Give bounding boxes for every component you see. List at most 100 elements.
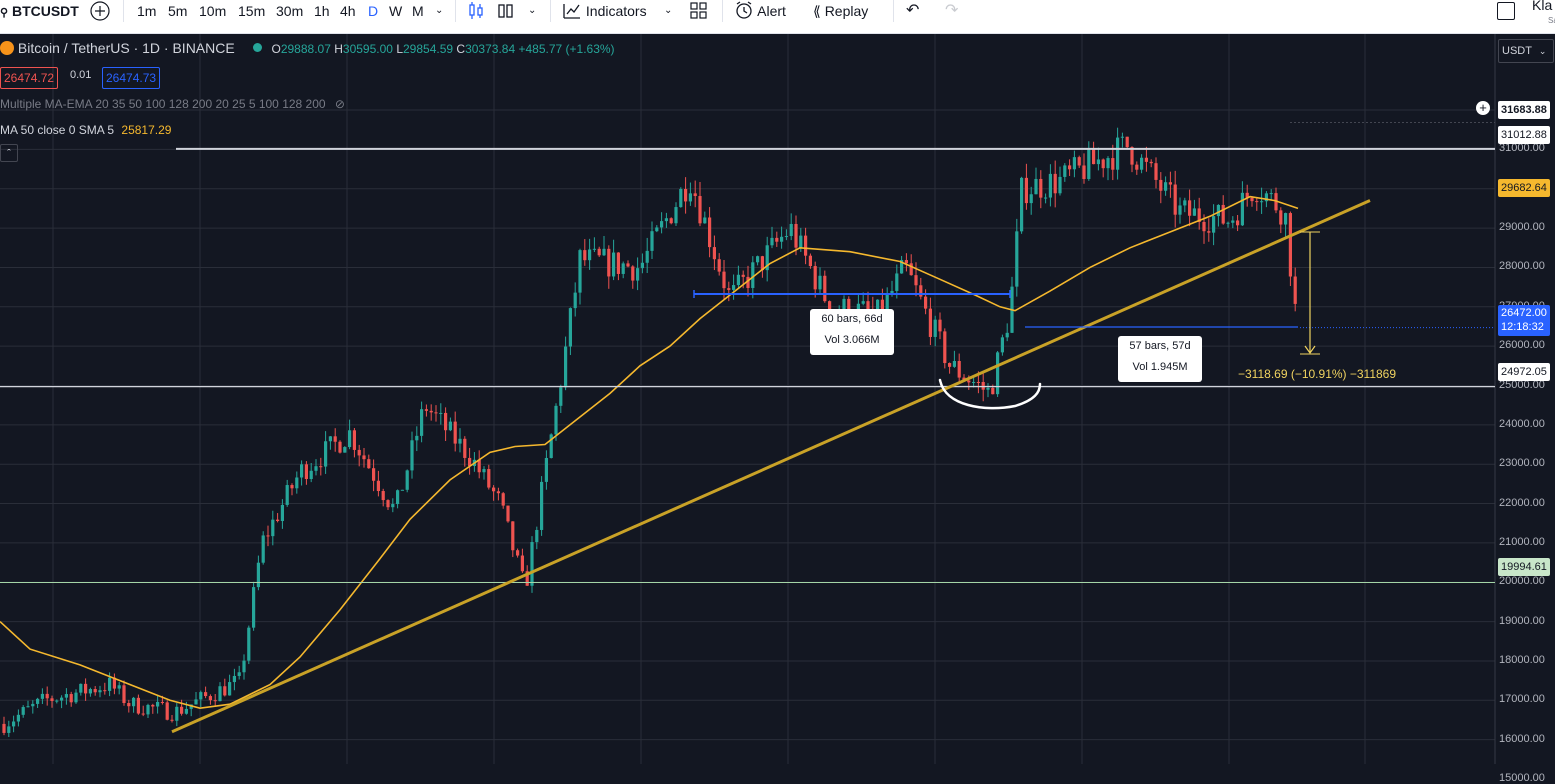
- price-range-measure[interactable]: −3118.69 (−10.91%) −311869: [1238, 367, 1397, 381]
- candle-down: [1250, 197, 1254, 202]
- candle-down: [429, 410, 433, 413]
- candle-up: [568, 308, 572, 347]
- user-area[interactable]: Kla: [1532, 0, 1552, 16]
- candle-up: [900, 260, 904, 274]
- candle-up: [564, 346, 568, 388]
- candle-up: [79, 683, 83, 693]
- layout-button[interactable]: [689, 0, 709, 22]
- candle-down: [357, 449, 361, 456]
- candle-down: [717, 259, 721, 272]
- sell-button[interactable]: 26474.72: [0, 67, 59, 89]
- compare-button[interactable]: [89, 0, 111, 22]
- chart-type-candles[interactable]: [466, 0, 486, 22]
- undo-button[interactable]: ↶: [906, 0, 919, 22]
- replay-button[interactable]: ⟪ Replay: [813, 0, 868, 22]
- fullscreen-button[interactable]: [1497, 0, 1515, 22]
- eye-off-icon[interactable]: ⊘: [334, 97, 345, 111]
- symbol-search[interactable]: ⚲ BTCUSDT: [0, 0, 79, 22]
- interval-m[interactable]: M: [412, 3, 424, 19]
- candle-down: [1159, 179, 1163, 191]
- candle-down: [616, 252, 620, 274]
- candle-up: [40, 693, 44, 699]
- candle-up: [300, 464, 304, 478]
- candle-down: [141, 713, 145, 715]
- date-range-label-2[interactable]: 57 bars, 57d Vol 1.945M: [1118, 336, 1202, 382]
- interval-10m[interactable]: 10m: [199, 3, 227, 19]
- candle-down: [626, 263, 630, 267]
- candle-down: [708, 217, 712, 248]
- candle-up: [664, 218, 668, 222]
- interval-4h[interactable]: 4h: [340, 3, 356, 19]
- candle-up: [952, 360, 956, 367]
- candle-up: [1216, 204, 1220, 217]
- candle-down: [583, 250, 587, 261]
- price-chart[interactable]: [0, 34, 1555, 764]
- candle-up: [98, 690, 102, 693]
- candle-down: [501, 493, 505, 506]
- interval-1m[interactable]: 1m: [137, 3, 157, 19]
- candle-up: [765, 245, 769, 271]
- collapse-legend-button[interactable]: ˆ: [0, 144, 18, 162]
- candle-up: [237, 672, 241, 676]
- indicators-icon: [563, 4, 580, 19]
- interval-d[interactable]: D: [368, 3, 379, 19]
- chart-pane[interactable]: Bitcoin / TetherUS · 1D · BINANCE O29888…: [0, 34, 1555, 784]
- candle-down: [631, 266, 635, 281]
- interval-5m[interactable]: 5m: [168, 3, 188, 19]
- candle-up: [1264, 193, 1268, 202]
- candle-up: [1192, 208, 1196, 216]
- interval-1h[interactable]: 1h: [314, 3, 330, 19]
- redo-button[interactable]: ↷: [945, 0, 958, 22]
- candle-up: [602, 248, 606, 256]
- candle-up: [60, 697, 64, 701]
- symbol-label: BTCUSDT: [11, 3, 79, 19]
- candle-down: [880, 299, 884, 316]
- indicators-button[interactable]: Indicators: [562, 0, 647, 22]
- indicator-multiple-ma[interactable]: Multiple MA-EMA 20 35 50 100 128 200 20 …: [0, 97, 345, 111]
- candle-down: [1236, 220, 1240, 226]
- candle-up: [410, 440, 414, 471]
- replay-label: Replay: [824, 3, 869, 19]
- candle-up: [1178, 205, 1182, 215]
- candle-up: [588, 249, 592, 261]
- candle-up: [405, 470, 409, 490]
- date-range-label-1[interactable]: 60 bars, 66d Vol 3.066M: [810, 309, 894, 355]
- candle-up: [655, 227, 659, 232]
- indicator-ma50[interactable]: MA 50 close 0 SMA 5 25817.29: [0, 123, 172, 137]
- candle-up: [439, 412, 443, 414]
- candle-up: [343, 447, 347, 453]
- candle-down: [112, 677, 116, 689]
- candle-down: [304, 464, 308, 480]
- candle-down: [967, 380, 971, 383]
- candle-down: [2, 723, 6, 733]
- candle-down: [1111, 158, 1115, 170]
- currency-selector[interactable]: USDT ⌄: [1498, 39, 1554, 63]
- candle-down: [516, 550, 520, 556]
- candle-down: [808, 255, 812, 267]
- candle-up: [420, 409, 424, 436]
- candle-down: [1245, 192, 1249, 198]
- interval-15m[interactable]: 15m: [238, 3, 266, 19]
- candle-up: [621, 263, 625, 274]
- candle-up: [415, 435, 419, 441]
- indicators-dropdown[interactable]: ⌄: [664, 0, 672, 22]
- candle-up: [640, 262, 644, 269]
- candle-down: [1255, 201, 1259, 203]
- interval-30m[interactable]: 30m: [276, 3, 304, 19]
- chart-type-dropdown[interactable]: ⌄: [528, 0, 536, 22]
- buy-button[interactable]: 26474.73: [102, 67, 161, 89]
- add-alert-plus-icon[interactable]: +: [1476, 101, 1490, 115]
- candle-up: [972, 381, 976, 383]
- candle-up: [156, 701, 160, 707]
- chart-type-bars[interactable]: [496, 0, 516, 22]
- interval-dropdown[interactable]: ⌄: [435, 0, 443, 22]
- candle-down: [1130, 147, 1134, 165]
- candle-down: [746, 276, 750, 288]
- alert-button[interactable]: Alert: [734, 0, 786, 22]
- candle-down: [50, 698, 54, 702]
- interval-w[interactable]: W: [389, 3, 403, 19]
- candle-down: [1288, 213, 1292, 277]
- candle-up: [448, 421, 452, 431]
- candle-up: [1106, 158, 1110, 169]
- candle-up: [1284, 213, 1288, 225]
